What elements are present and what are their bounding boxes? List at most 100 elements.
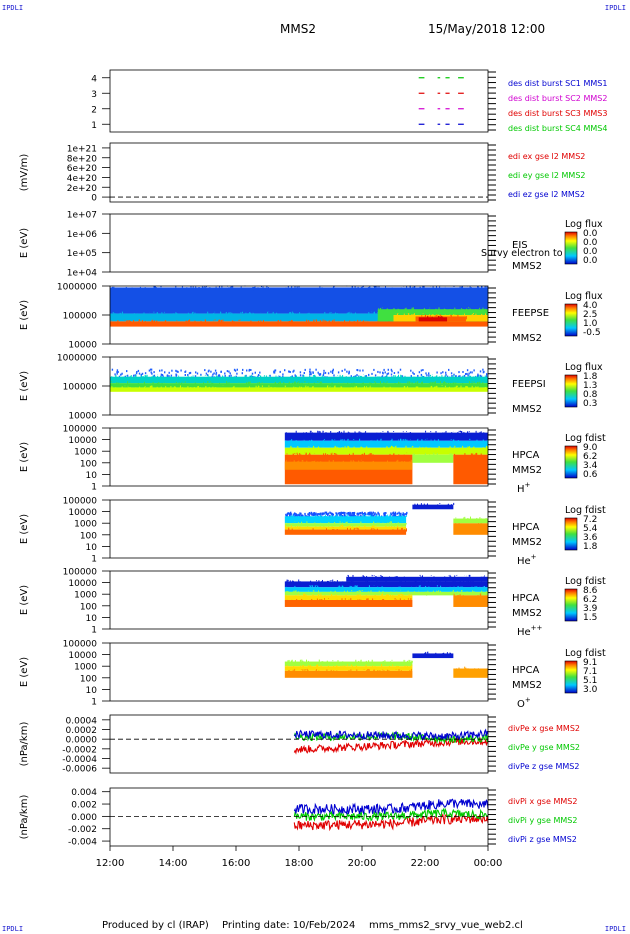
spectrogram-edge bbox=[301, 659, 303, 662]
spectrogram-edge bbox=[291, 311, 293, 316]
spectrogram-edge bbox=[477, 381, 478, 384]
spectrogram-edge bbox=[456, 595, 458, 597]
spectrogram-edge bbox=[320, 599, 322, 601]
spectrogram-edge bbox=[384, 661, 386, 666]
spectrogram-speckle bbox=[339, 512, 341, 514]
spectrogram-speckle bbox=[319, 512, 322, 515]
spectrogram-edge bbox=[288, 383, 290, 387]
spectrogram-edge bbox=[482, 586, 484, 587]
spectrogram-edge bbox=[297, 287, 298, 289]
spectrogram-edge bbox=[238, 319, 240, 321]
y-tick-label: 0.000 bbox=[71, 813, 97, 823]
spectrogram-edge bbox=[330, 669, 332, 673]
spectrogram-speckle bbox=[374, 512, 376, 515]
spectrogram-edge bbox=[354, 527, 356, 529]
spectrogram-edge bbox=[347, 575, 349, 579]
spectrogram-edge bbox=[130, 320, 132, 323]
y-tick-label: 1 bbox=[91, 626, 97, 636]
spectrogram-edge bbox=[485, 313, 486, 318]
spectrogram-speckle bbox=[295, 513, 297, 516]
spectrogram-edge bbox=[295, 382, 297, 385]
spectrogram-edge bbox=[138, 320, 140, 323]
spectrogram-edge bbox=[370, 529, 372, 531]
spectrogram-edge bbox=[249, 312, 250, 314]
spectrogram-edge bbox=[410, 660, 412, 662]
spectrogram-edge bbox=[313, 445, 315, 450]
spectrogram-edge bbox=[299, 453, 301, 457]
colorbar-tick-label: 9.0 bbox=[583, 443, 598, 453]
spectrogram-edge bbox=[440, 315, 442, 319]
spectrogram-edge bbox=[465, 320, 467, 325]
spectrogram-edge bbox=[285, 591, 287, 596]
spectrogram-edge bbox=[257, 387, 258, 389]
spectrogram-speckle bbox=[369, 513, 372, 516]
spectrogram-speckle bbox=[177, 370, 179, 373]
spectrogram-band bbox=[284, 447, 488, 455]
spectrogram-edge bbox=[285, 440, 287, 441]
colorbar-title: Log flux bbox=[565, 219, 603, 230]
spectrogram-edge bbox=[376, 286, 378, 288]
spectrogram-edge bbox=[333, 670, 335, 673]
spectrogram-edge bbox=[310, 585, 312, 587]
spectrogram-edge bbox=[468, 579, 470, 584]
spectrogram-speckle bbox=[195, 371, 197, 374]
spectrogram-edge bbox=[385, 594, 387, 597]
spectrogram-edge bbox=[398, 454, 400, 456]
spectrogram-edge bbox=[455, 382, 457, 384]
y-tick-label: 0.0002 bbox=[66, 726, 98, 736]
y-tick-label: 10000 bbox=[68, 436, 97, 446]
x-tick-label: 16:00 bbox=[222, 858, 251, 869]
spectrogram-edge bbox=[439, 376, 441, 379]
spectrogram-speckle bbox=[394, 511, 397, 514]
spectrogram-speckle bbox=[420, 369, 423, 372]
spectrogram-edge bbox=[339, 447, 341, 450]
spectrogram-speckle bbox=[293, 369, 295, 372]
spectrogram-edge bbox=[455, 385, 457, 389]
spectrogram-band bbox=[284, 523, 407, 527]
spectrogram-edge bbox=[438, 445, 440, 449]
spectrogram-edge bbox=[375, 286, 377, 288]
spectrogram-edge bbox=[392, 529, 394, 532]
spectrogram-speckle bbox=[436, 371, 438, 374]
spectrogram-edge bbox=[244, 375, 246, 378]
spectrogram-edge bbox=[481, 581, 483, 583]
spectrogram-edge bbox=[434, 315, 436, 317]
y-tick-label: 1e+07 bbox=[67, 211, 97, 221]
spectrogram-edge bbox=[425, 591, 427, 593]
spectrogram-speckle bbox=[393, 372, 396, 374]
spectrogram-edge bbox=[295, 590, 296, 593]
spectrogram-edge bbox=[353, 439, 355, 440]
spectrogram-edge bbox=[307, 526, 309, 530]
spectrogram-edge bbox=[324, 514, 326, 518]
spectrogram-edge bbox=[338, 382, 340, 383]
spectrogram-edge bbox=[150, 385, 152, 387]
spectrogram-edge bbox=[334, 439, 336, 441]
spectrogram-speckle bbox=[463, 374, 466, 377]
spectrogram-edge bbox=[232, 285, 234, 289]
spectrogram-band bbox=[284, 432, 488, 441]
spectrogram-edge bbox=[421, 440, 423, 443]
y-tick-label: 0.0000 bbox=[66, 736, 98, 746]
y-tick-label: 10 bbox=[86, 471, 98, 481]
spectrogram-edge bbox=[160, 386, 162, 391]
spectrogram-edge bbox=[452, 447, 453, 451]
spectrogram-edge bbox=[344, 320, 345, 325]
spectrogram-edge bbox=[223, 313, 225, 315]
spectrogram-edge bbox=[222, 375, 224, 379]
spectrogram-edge bbox=[318, 590, 319, 593]
spectrogram-edge bbox=[187, 375, 189, 380]
spectrogram-speckle bbox=[392, 512, 394, 515]
spectrogram-speckle bbox=[394, 513, 396, 515]
spectrogram-speckle bbox=[323, 369, 325, 372]
spectrogram-edge bbox=[394, 375, 396, 379]
spectrogram-edge bbox=[318, 670, 320, 673]
spectrogram-edge bbox=[309, 585, 311, 587]
colorbar-tick-label: 1.8 bbox=[583, 372, 598, 382]
spectrogram-edge bbox=[387, 447, 389, 452]
spectrogram-edge bbox=[254, 286, 256, 289]
spectrogram-edge bbox=[399, 529, 401, 531]
spectrogram-edge bbox=[253, 313, 255, 315]
spectrogram-edge bbox=[330, 590, 332, 594]
colorbar-tick-label: 0.8 bbox=[583, 390, 598, 400]
